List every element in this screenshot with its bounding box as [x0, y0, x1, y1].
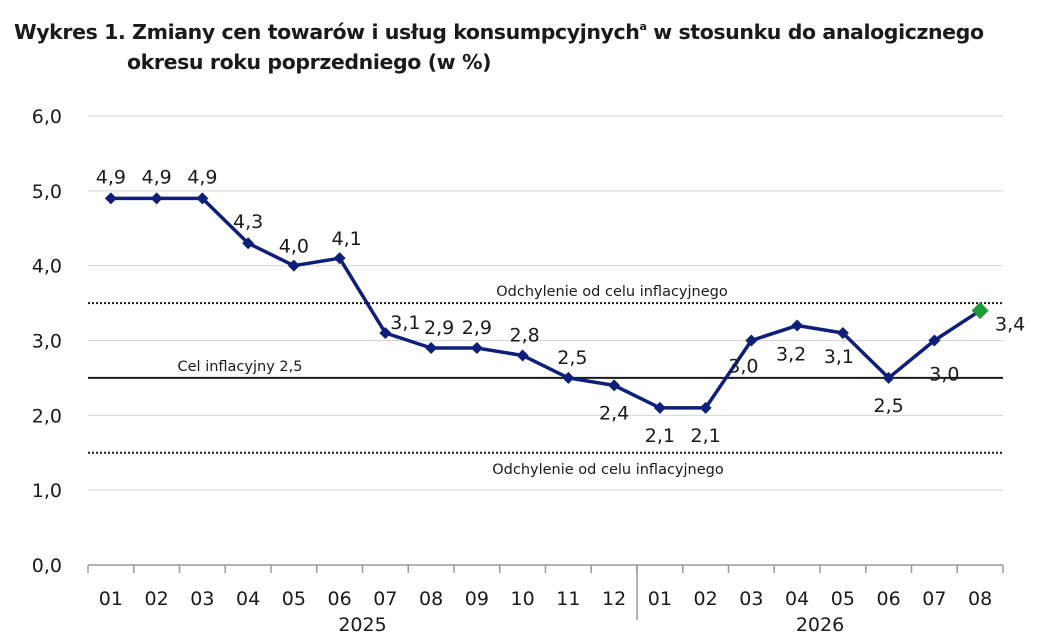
x-tick-label: 09 — [465, 588, 489, 610]
data-label: 2,1 — [645, 425, 675, 447]
data-label: 2,8 — [510, 324, 540, 346]
data-point — [745, 334, 758, 347]
x-tick-label: 07 — [373, 588, 397, 610]
data-point — [379, 327, 392, 340]
data-label: 3,0 — [728, 356, 758, 378]
x-tick-label: 06 — [877, 588, 901, 610]
x-tick-label: 05 — [282, 588, 306, 610]
highlight-point — [971, 302, 989, 320]
y-tick-label: 6,0 — [32, 106, 62, 128]
y-tick-label: 2,0 — [32, 405, 62, 427]
x-tick-label: 03 — [190, 588, 214, 610]
data-point — [470, 341, 483, 354]
data-point — [516, 349, 529, 362]
data-label: 2,1 — [691, 425, 721, 447]
data-label: 4,3 — [233, 211, 263, 233]
tolerance-band-label: Odchylenie od celu inflacyjnego — [492, 462, 724, 478]
x-tick-label: 08 — [419, 588, 443, 610]
series-line — [110, 196, 982, 410]
year-label: 2025 — [338, 614, 386, 636]
data-point — [425, 341, 438, 354]
data-label: 3,1 — [390, 312, 420, 334]
y-tick-label: 1,0 — [32, 480, 62, 502]
data-point — [653, 401, 666, 414]
x-tick-label: 11 — [556, 588, 580, 610]
data-point — [562, 371, 575, 384]
axes: 0,0 1,0 2,0 3,0 4,0 5,0 6,0 01 02 03 04 05 06 07 08 09 1… — [32, 106, 1004, 636]
chart-title-main: Wykres 1. Zmiany cen towarów i usług kon… — [14, 20, 640, 44]
year-label: 2026 — [796, 614, 844, 636]
data-point — [928, 334, 941, 347]
data-label: 4,1 — [332, 228, 362, 250]
x-tick-label: 04 — [785, 588, 809, 610]
title-footnote-marker: a — [639, 20, 647, 33]
chart-title-line2: okresu roku poprzedniego (w %) — [127, 50, 492, 74]
data-label: 2,4 — [599, 402, 629, 424]
data-label: 2,5 — [874, 395, 904, 417]
x-tick-label: 03 — [739, 588, 763, 610]
data-point — [791, 319, 804, 332]
grid-lines — [88, 115, 1003, 491]
reference-lines: Cel inflacyjny 2,5 Odchylenie od celu inf… — [88, 284, 1003, 478]
data-labels: 4,9 4,9 4,94,34,0 4,13,1 2,9 2,9 2,82,52,42,1 2… — [96, 166, 1025, 447]
data-point — [699, 401, 712, 414]
chart-title: Wykres 1. Zmiany cen towarów i usług kon… — [14, 12, 1024, 77]
x-tick-label: 01 — [99, 588, 123, 610]
x-tick-label: 12 — [602, 588, 626, 610]
data-label: 2,5 — [557, 347, 587, 369]
data-label: 4,9 — [96, 166, 126, 188]
data-point — [287, 259, 300, 272]
x-tick-label: 04 — [236, 588, 260, 610]
data-label: 2,9 — [424, 317, 454, 339]
tolerance-band-label: Odchylenie od celu inflacyjnego — [496, 284, 728, 300]
x-tick-label: 02 — [145, 588, 169, 610]
data-point — [836, 327, 849, 340]
y-tick-label: 3,0 — [32, 331, 62, 353]
data-label: 3,4 — [995, 314, 1025, 336]
x-tick-label: 10 — [511, 588, 535, 610]
data-point — [333, 252, 346, 265]
x-tick-label: 02 — [694, 588, 718, 610]
series-cpi — [104, 192, 989, 414]
data-point — [242, 237, 255, 250]
data-label: 3,0 — [929, 364, 959, 386]
y-tick-label: 5,0 — [32, 181, 62, 203]
data-point — [196, 192, 209, 205]
y-tick-label: 4,0 — [32, 256, 62, 278]
inflation-target-label: Cel inflacyjny 2,5 — [178, 359, 303, 375]
x-tick-label: 08 — [968, 588, 992, 610]
data-label: 3,1 — [824, 346, 854, 368]
data-label: 3,2 — [776, 344, 806, 366]
data-point — [608, 379, 621, 392]
data-point — [150, 192, 163, 205]
x-tick-label: 06 — [328, 588, 352, 610]
chart-title-rest: w stosunku do analogicznego — [646, 20, 984, 44]
data-label: 4,9 — [187, 166, 217, 188]
data-point — [104, 192, 117, 205]
data-point — [882, 371, 895, 384]
x-tick-label: 05 — [831, 588, 855, 610]
data-label: 2,9 — [462, 317, 492, 339]
data-label: 4,9 — [142, 166, 172, 188]
y-tick-label: 0,0 — [32, 555, 62, 577]
data-label: 4,0 — [279, 236, 309, 258]
x-tick-label: 07 — [922, 588, 946, 610]
x-tick-label: 01 — [648, 588, 672, 610]
